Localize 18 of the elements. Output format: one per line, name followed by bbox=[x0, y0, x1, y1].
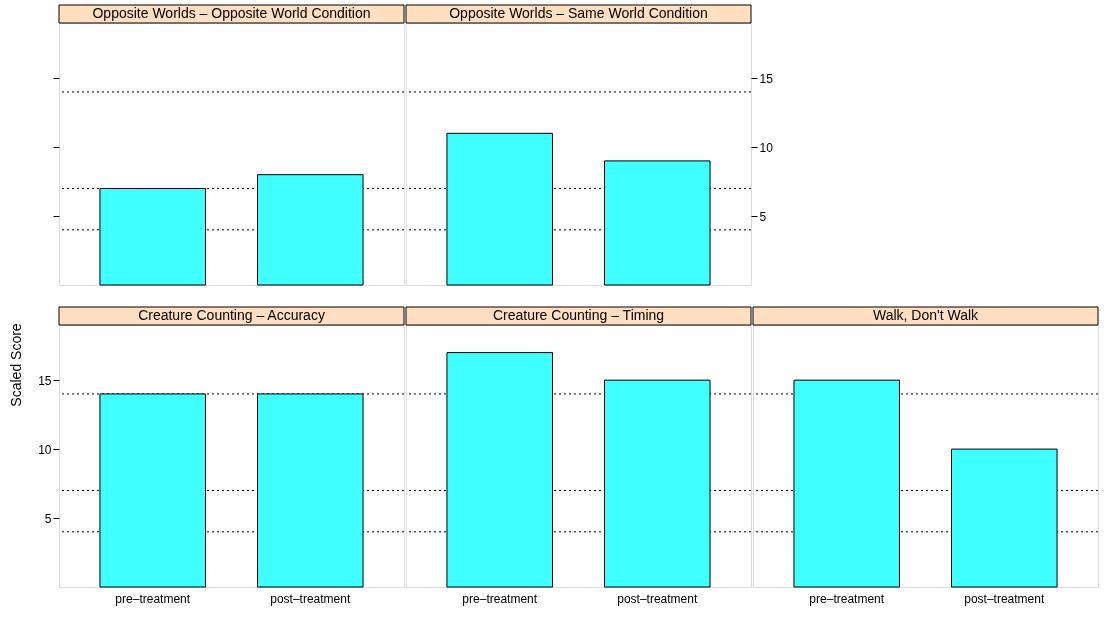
chart-title: Creature Counting – Timing bbox=[492, 307, 665, 323]
x-tick-label: pre–treatment bbox=[115, 591, 191, 606]
y-tick-label: 5 bbox=[44, 511, 52, 526]
y-tick-label: 10 bbox=[759, 140, 774, 155]
chart-title: Walk, Don't Walk bbox=[872, 307, 980, 323]
x-tick-label: pre–treatment bbox=[462, 591, 538, 606]
chart-title: Opposite Worlds – Same World Condition bbox=[449, 5, 708, 21]
y-tick-label: 15 bbox=[759, 71, 774, 86]
y-tick-label: 15 bbox=[38, 373, 52, 388]
chart-title: Creature Counting – Accuracy bbox=[138, 307, 325, 323]
x-tick-label: post–treatment bbox=[270, 591, 351, 606]
y-tick-label: 5 bbox=[759, 209, 767, 224]
x-tick-label: post–treatment bbox=[617, 591, 698, 606]
y-axis-title: Scaled Score bbox=[8, 323, 24, 407]
chart-title: Opposite Worlds – Opposite World Condition bbox=[92, 5, 371, 21]
y-tick-label: 10 bbox=[38, 442, 52, 457]
x-tick-label: pre–treatment bbox=[809, 591, 885, 606]
x-tick-label: post–treatment bbox=[964, 591, 1045, 606]
